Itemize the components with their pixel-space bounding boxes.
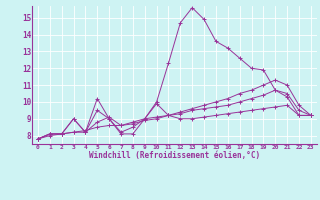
X-axis label: Windchill (Refroidissement éolien,°C): Windchill (Refroidissement éolien,°C) bbox=[89, 151, 260, 160]
